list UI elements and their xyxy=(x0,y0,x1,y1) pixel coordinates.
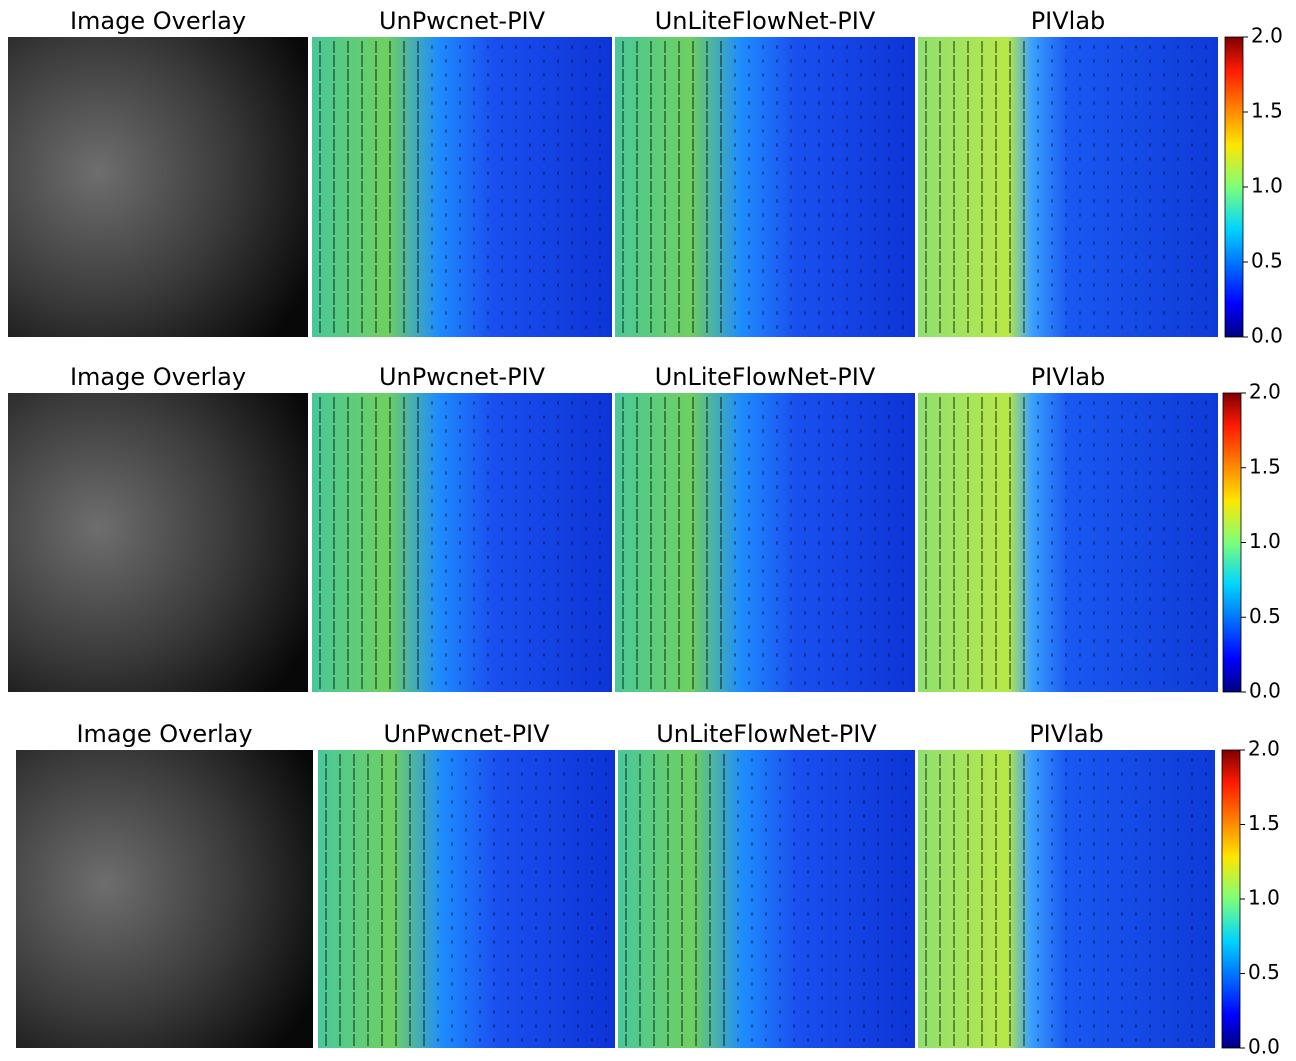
panel-image xyxy=(918,393,1218,692)
panel-image xyxy=(615,393,915,692)
colorbar-tick-label: 1.5 xyxy=(1248,811,1280,835)
colorbar-tick-label: 0.0 xyxy=(1249,679,1281,703)
panel-title: UnLiteFlowNet-PIV xyxy=(655,7,876,35)
panel-title: PIVlab xyxy=(1029,720,1104,748)
colorbar-tick-label: 0.5 xyxy=(1248,960,1280,984)
panel-title: UnLiteFlowNet-PIV xyxy=(655,363,876,391)
colorbar xyxy=(1222,392,1242,693)
colorbar-tick-label: 0.5 xyxy=(1251,249,1283,273)
panel-title: PIVlab xyxy=(1031,7,1106,35)
colorbar-tick-label: 2.0 xyxy=(1251,24,1283,48)
colorbar-tick-label: 1.0 xyxy=(1251,174,1283,198)
panel-image xyxy=(318,750,615,1048)
panel-image xyxy=(918,750,1215,1048)
panel-title: PIVlab xyxy=(1031,363,1106,391)
colorbar-tick-label: 1.0 xyxy=(1248,886,1280,910)
panel-image xyxy=(312,37,612,337)
colorbar xyxy=(1221,749,1241,1049)
panel-title: Image Overlay xyxy=(70,7,246,35)
panel-title: UnPwcnet-PIV xyxy=(379,7,546,35)
colorbar-tick-label: 1.5 xyxy=(1251,99,1283,123)
panel-title: UnLiteFlowNet-PIV xyxy=(656,720,877,748)
panel-title: Image Overlay xyxy=(70,363,246,391)
panel-image xyxy=(8,393,308,692)
panel-image xyxy=(8,37,308,337)
colorbar-tick-label: 0.0 xyxy=(1248,1035,1280,1059)
panel-image xyxy=(618,750,915,1048)
panel-title: UnPwcnet-PIV xyxy=(379,363,546,391)
panel-title: UnPwcnet-PIV xyxy=(383,720,550,748)
colorbar-tick-label: 2.0 xyxy=(1249,380,1281,404)
panel-image xyxy=(312,393,612,692)
panel-image xyxy=(918,37,1218,337)
panel-image xyxy=(615,37,915,337)
panel-image xyxy=(16,750,313,1048)
colorbar xyxy=(1224,36,1244,338)
colorbar-tick-label: 0.0 xyxy=(1251,324,1283,348)
colorbar-tick-label: 1.5 xyxy=(1249,454,1281,478)
colorbar-tick-label: 2.0 xyxy=(1248,737,1280,761)
colorbar-tick-label: 1.0 xyxy=(1249,529,1281,553)
panel-title: Image Overlay xyxy=(76,720,252,748)
colorbar-tick-label: 0.5 xyxy=(1249,604,1281,628)
